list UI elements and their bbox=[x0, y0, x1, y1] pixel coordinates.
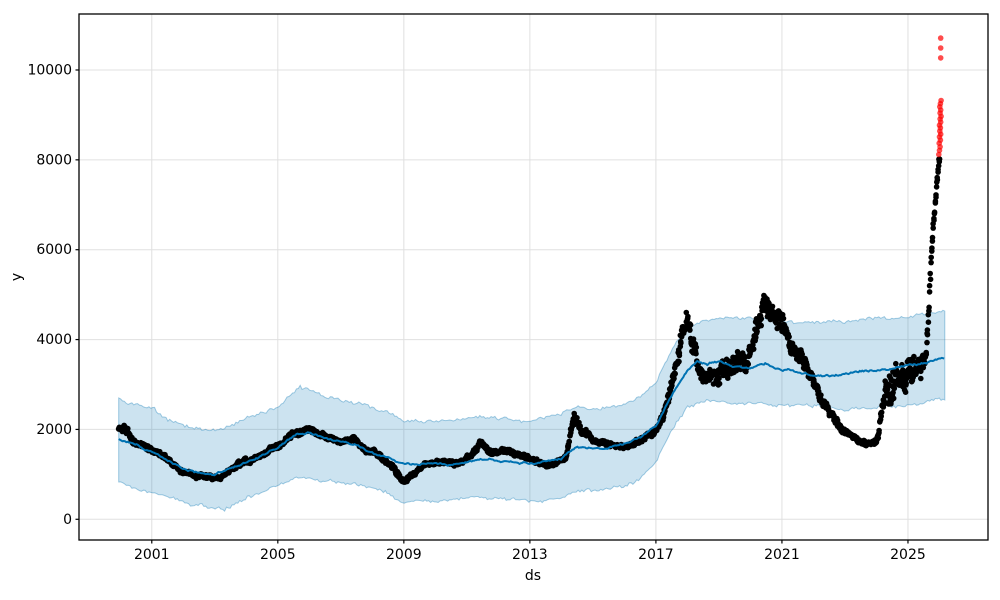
observed-point bbox=[927, 270, 933, 277]
observed-point bbox=[931, 215, 937, 222]
y-tick-label: 10000 bbox=[27, 62, 72, 78]
observed-point bbox=[672, 370, 678, 377]
x-tick-labels: 2001 2005 2009 2013 2017 2021 2025 bbox=[134, 547, 926, 563]
observed-point bbox=[935, 163, 942, 169]
y-tick-label: 0 bbox=[63, 512, 72, 528]
observed-point bbox=[876, 430, 882, 436]
observed-point bbox=[924, 339, 930, 346]
x-tick-label: 2009 bbox=[386, 547, 422, 563]
observed-point bbox=[928, 254, 934, 261]
x-tick-label: 2021 bbox=[764, 547, 800, 563]
observed-point bbox=[891, 385, 898, 392]
observed-point bbox=[930, 225, 936, 231]
observed-point bbox=[754, 328, 760, 335]
y-tick-labels: 0 2000 4000 6000 8000 10000 bbox=[27, 62, 72, 527]
observed-point bbox=[758, 322, 764, 329]
observed-point bbox=[933, 194, 939, 200]
observed-point bbox=[769, 303, 776, 310]
observed-point bbox=[929, 234, 936, 241]
observed-point bbox=[745, 361, 751, 368]
observed-point bbox=[693, 344, 700, 351]
uncertainty-band bbox=[118, 309, 946, 513]
observed-point bbox=[685, 313, 691, 320]
observed-point bbox=[758, 315, 765, 322]
gridlines bbox=[79, 14, 988, 540]
observed-point bbox=[799, 351, 805, 358]
y-tick-label: 8000 bbox=[36, 152, 72, 168]
observed-point bbox=[936, 156, 943, 162]
observed-point bbox=[753, 334, 759, 341]
observed-point bbox=[811, 377, 817, 383]
observed-point bbox=[125, 425, 131, 432]
observed-point bbox=[918, 375, 924, 382]
observed-point bbox=[924, 327, 931, 333]
observed-point bbox=[566, 438, 572, 445]
observed-point bbox=[780, 315, 787, 322]
forecast-line bbox=[118, 356, 945, 477]
observed-point bbox=[671, 375, 677, 382]
observed-point bbox=[923, 351, 930, 358]
x-axis-label: ds bbox=[525, 568, 541, 584]
observed-point bbox=[669, 382, 675, 389]
y-tick-label: 6000 bbox=[36, 242, 72, 258]
observed-point bbox=[574, 415, 580, 421]
observed-point bbox=[577, 423, 583, 429]
observed-point bbox=[678, 340, 684, 346]
observed-point bbox=[911, 353, 917, 360]
y-tick-label: 2000 bbox=[36, 422, 72, 438]
observed-point bbox=[924, 331, 931, 338]
observed-point bbox=[687, 322, 694, 328]
observed-point bbox=[926, 289, 933, 295]
forecast-line-path bbox=[118, 356, 945, 477]
observed-point bbox=[676, 350, 683, 356]
x-tick-label: 2001 bbox=[134, 547, 170, 563]
axes-spines bbox=[78, 13, 989, 541]
observed-point bbox=[716, 380, 723, 387]
observed-point bbox=[565, 443, 572, 449]
observed-point bbox=[893, 360, 899, 367]
observed-point bbox=[890, 395, 897, 402]
observed-point bbox=[928, 259, 934, 266]
observed-point bbox=[875, 435, 882, 441]
anomaly-point bbox=[937, 45, 944, 51]
anomaly-points bbox=[936, 35, 944, 158]
observed-point bbox=[926, 304, 932, 311]
observed-point bbox=[890, 389, 896, 396]
uncertainty-band-area bbox=[118, 309, 946, 513]
observed-point bbox=[716, 375, 722, 382]
observed-point bbox=[903, 380, 909, 387]
observed-point bbox=[929, 245, 935, 251]
observed-point bbox=[878, 409, 885, 416]
observed-point bbox=[786, 334, 792, 340]
observed-point bbox=[750, 346, 757, 352]
observed-point bbox=[818, 392, 824, 398]
x-tick-label: 2005 bbox=[260, 547, 296, 563]
observed-point bbox=[676, 358, 682, 365]
tick-marks bbox=[75, 69, 909, 544]
x-tick-label: 2017 bbox=[638, 547, 674, 563]
anomaly-point bbox=[938, 97, 944, 104]
observed-point bbox=[902, 389, 909, 396]
observed-point bbox=[934, 177, 941, 183]
observed-point bbox=[927, 276, 934, 283]
y-axis-label: y bbox=[9, 273, 25, 281]
observed-point bbox=[931, 210, 938, 217]
x-tick-label: 2025 bbox=[890, 547, 926, 563]
y-tick-label: 4000 bbox=[36, 332, 72, 348]
anomaly-point bbox=[937, 35, 944, 41]
observed-point bbox=[750, 342, 756, 348]
observed-point bbox=[933, 184, 940, 190]
plot-border bbox=[78, 13, 989, 541]
observed-point bbox=[881, 400, 888, 407]
observed-point bbox=[687, 327, 693, 333]
observed-point bbox=[693, 350, 699, 357]
observed-point bbox=[725, 375, 731, 382]
anomaly-point bbox=[937, 55, 944, 61]
observed-point bbox=[925, 319, 932, 326]
x-tick-label: 2013 bbox=[512, 547, 548, 563]
observed-point bbox=[926, 282, 933, 289]
